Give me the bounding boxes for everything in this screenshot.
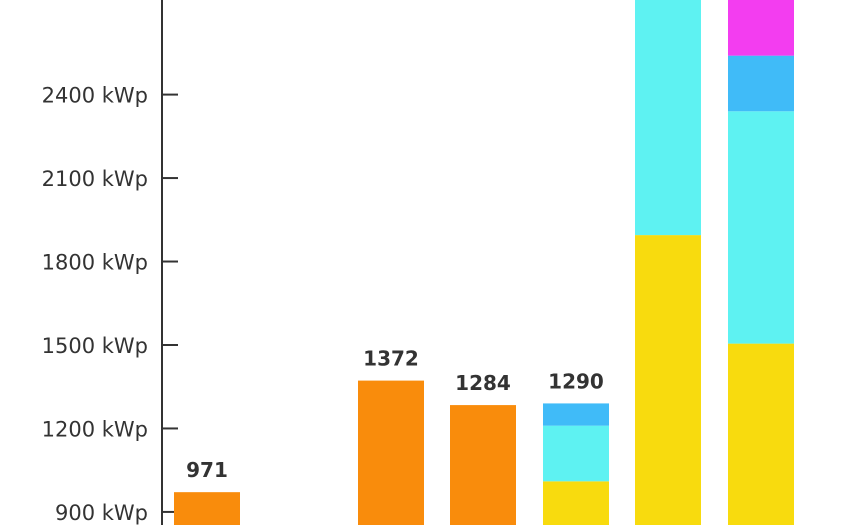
bar-segment bbox=[543, 425, 609, 482]
bar-segment bbox=[728, 0, 794, 56]
bar-total-label: 971 bbox=[186, 458, 228, 482]
bar-segment bbox=[543, 403, 609, 426]
bar-segment bbox=[174, 492, 240, 525]
y-tick-label: 1800 kWp bbox=[42, 251, 148, 275]
y-tick-label: 900 kWp bbox=[55, 501, 148, 525]
bar-segment bbox=[728, 55, 794, 112]
bar-segment bbox=[635, 235, 701, 525]
bars-group bbox=[174, 0, 794, 525]
bar-total-label: 1372 bbox=[363, 347, 419, 371]
y-tick-label: 2100 kWp bbox=[42, 167, 148, 191]
y-tick-label: 1200 kWp bbox=[42, 417, 148, 441]
bar-total-label: 1284 bbox=[455, 371, 511, 395]
y-tick-label: 1500 kWp bbox=[42, 334, 148, 358]
y-axis: 900 kWp 1200 kWp 1500 kWp 1800 kWp 2100 kWp 2… bbox=[42, 0, 178, 525]
bar-segment bbox=[450, 405, 516, 525]
bar-segment bbox=[635, 0, 701, 236]
bar-segment bbox=[728, 343, 794, 525]
bar-total-label: 1290 bbox=[548, 369, 604, 393]
data-labels-group: 971 1372 1284 1290 bbox=[186, 347, 604, 483]
bar-segment bbox=[543, 481, 609, 525]
y-tick-label: 2400 kWp bbox=[42, 84, 148, 108]
bar-segment bbox=[358, 380, 424, 525]
bar-segment bbox=[728, 111, 794, 344]
